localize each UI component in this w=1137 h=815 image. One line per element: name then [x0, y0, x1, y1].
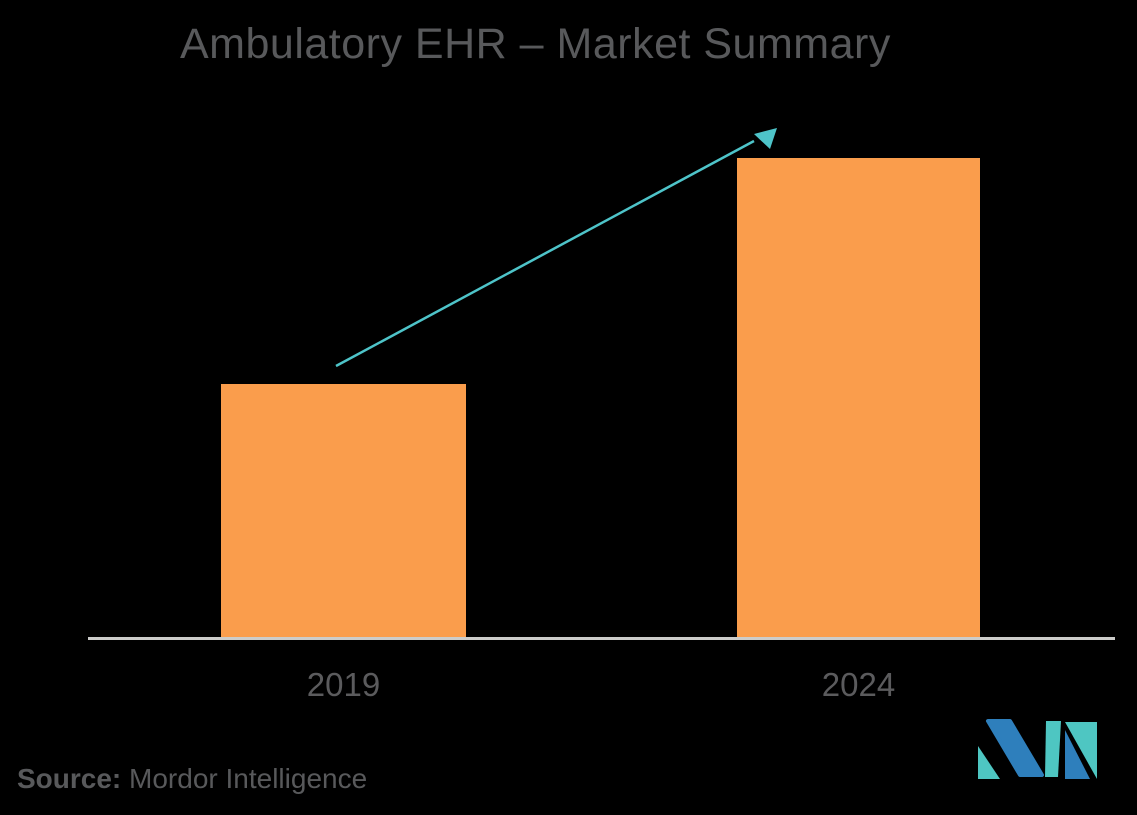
bar-2024: [737, 158, 980, 638]
logo-right-bottom-triangle: [1065, 730, 1090, 779]
page-title: Ambulatory EHR – Market Summary: [180, 20, 891, 68]
tick-label-2024: 2024: [821, 666, 896, 703]
bar-2019: [221, 384, 466, 638]
source-note: Source: Mordor Intelligence: [17, 763, 367, 795]
tick-label-2019: 2019: [306, 666, 381, 703]
logo-left-leg-shape: [978, 746, 1000, 779]
logo-middle-leg-shape: [1045, 721, 1061, 777]
trend-arrowhead-icon: [754, 128, 777, 149]
mordor-intelligence-logo-icon: [978, 719, 1097, 779]
source-label: Source:: [17, 763, 122, 794]
source-text: Mordor Intelligence: [129, 763, 368, 794]
x-axis-line: [88, 637, 1115, 640]
logo-right-top-triangle: [1065, 722, 1097, 779]
logo-diagonal-shape: [986, 719, 1044, 777]
trend-arrow-line: [335, 139, 755, 368]
